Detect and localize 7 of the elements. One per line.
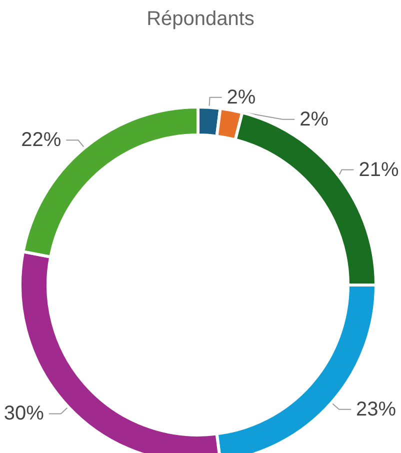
data-label: 30% [4,402,44,425]
data-label: 2% [226,86,256,108]
data-label: 21% [358,158,399,181]
data-label: 23% [356,398,396,420]
data-label: 22% [21,129,62,152]
chart-title: Répondants [146,8,254,30]
data-label: 2% [300,108,329,130]
